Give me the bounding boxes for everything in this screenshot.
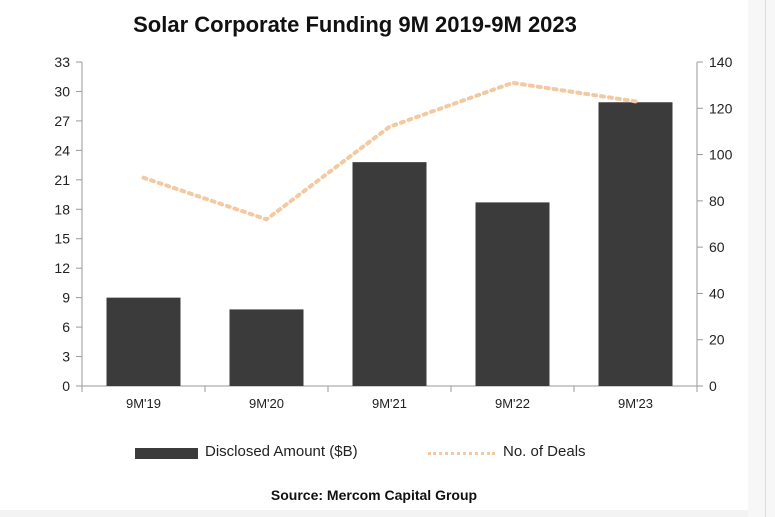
y-left-tick-label: 9 [62,290,70,306]
bar-disclosed-amount [352,162,427,386]
y-left-tick-label: 33 [54,54,70,70]
y-right-tick-label: 60 [709,239,725,255]
x-tick-label: 9M'19 [126,396,161,411]
y-right-tick-label: 80 [709,193,725,209]
y-right-tick-label: 100 [709,147,733,163]
y-right-tick-label: 120 [709,100,733,116]
y-left-tick-label: 24 [54,142,70,158]
legend-line-label: No. of Deals [503,443,586,460]
x-tick-label: 9M'22 [495,396,530,411]
bar-disclosed-amount [106,297,181,386]
y-right-tick-label: 140 [709,54,733,70]
y-left-tick-label: 0 [62,378,70,394]
y-right-tick-label: 0 [709,378,717,394]
x-tick-label: 9M'20 [249,396,284,411]
y-left-tick-label: 15 [54,231,70,247]
window-edge [748,0,775,517]
x-tick-label: 9M'21 [372,396,407,411]
bar-disclosed-amount [475,202,550,386]
y-left-tick-label: 30 [54,83,70,99]
window-edge-line [765,0,766,517]
bar-disclosed-amount [229,309,304,386]
legend-line-swatch [428,452,495,455]
y-left-tick-label: 27 [54,113,70,129]
y-left-tick-label: 18 [54,201,70,217]
legend-bar-swatch [135,448,198,459]
y-left-tick-label: 6 [62,319,70,335]
source-note: Source: Mercom Capital Group [270,487,478,503]
y-left-tick-label: 12 [54,260,70,276]
x-tick-label: 9M'23 [618,396,653,411]
bottom-shade [0,510,748,517]
legend-bar-label: Disclosed Amount ($B) [205,443,358,460]
y-right-tick-label: 20 [709,332,725,348]
chart-title: Solar Corporate Funding 9M 2019-9M 2023 [133,12,577,37]
y-left-tick-label: 21 [54,172,70,188]
y-right-tick-label: 40 [709,285,725,301]
y-left-tick-label: 3 [62,349,70,365]
bar-disclosed-amount [598,102,673,386]
